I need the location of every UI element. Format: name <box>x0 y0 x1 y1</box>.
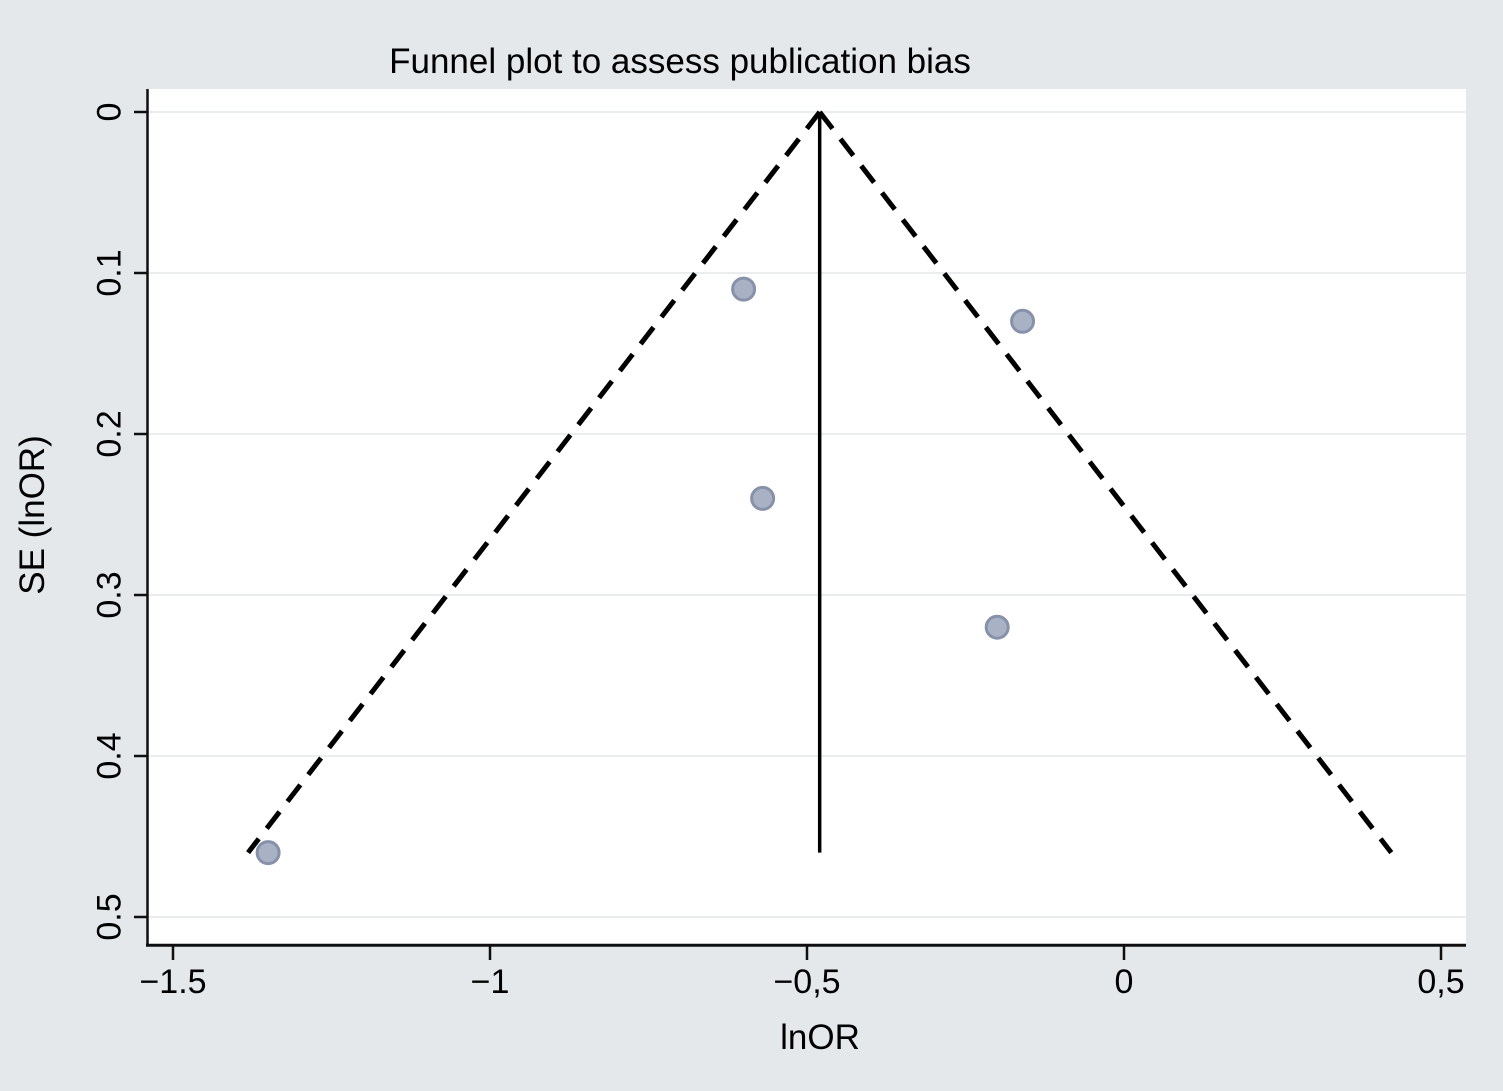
data-point <box>731 276 757 302</box>
x-tick-label: −1.5 <box>139 963 207 1001</box>
data-point <box>984 614 1010 640</box>
funnel-right-dashed-line <box>817 110 1394 855</box>
data-point <box>750 485 776 511</box>
data-point <box>1010 308 1036 334</box>
x-tick-label: −0,5 <box>773 963 841 1001</box>
funnel-left-dashed-line <box>246 110 822 855</box>
y-tick-label: 0.2 <box>90 410 129 458</box>
y-axis-title: SE (lnOR) <box>13 435 52 595</box>
data-point <box>255 840 281 866</box>
chart-title: Funnel plot to assess publication bias <box>389 42 971 81</box>
y-tick-label: 0.4 <box>90 732 129 780</box>
x-axis-title: lnOR <box>780 1018 860 1057</box>
x-tick-label: 0 <box>1114 963 1134 1001</box>
x-tick-label: 0,5 <box>1417 963 1465 1001</box>
y-tick-label: 0 <box>90 102 129 122</box>
x-tick-label: −1 <box>470 963 510 1001</box>
y-tick-label: 0.3 <box>90 571 129 619</box>
plot-area <box>148 89 1466 944</box>
y-tick-label: 0.1 <box>90 249 129 297</box>
y-tick-label: 0.5 <box>90 893 129 941</box>
